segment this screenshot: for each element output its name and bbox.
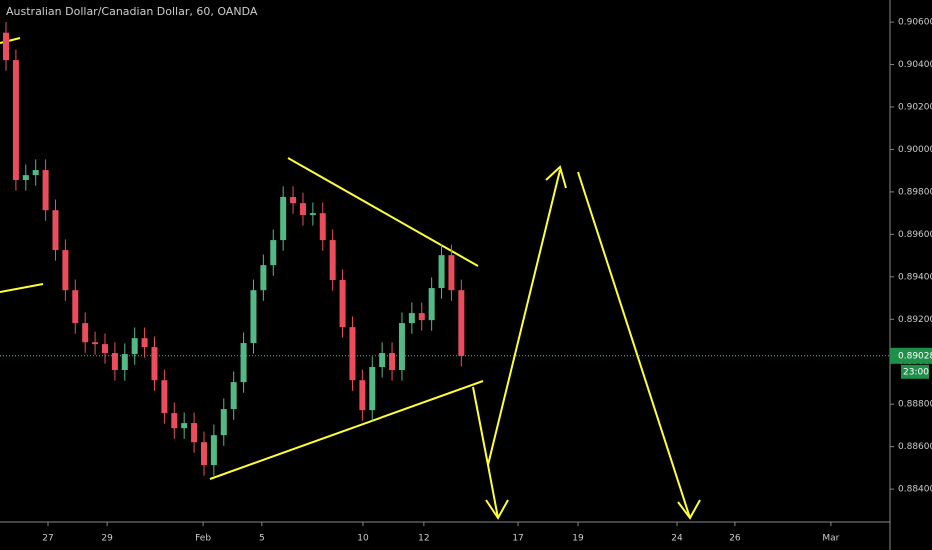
- trend-line: [209, 380, 484, 480]
- countdown-box: [901, 364, 929, 379]
- candle-body: [398, 323, 405, 371]
- candle-body: [240, 343, 247, 383]
- candle-body: [448, 255, 455, 291]
- candle-body: [339, 279, 346, 328]
- drawings: [0, 37, 701, 520]
- candle-body: [369, 367, 376, 411]
- candle-body: [72, 290, 79, 324]
- x-tick-label: 27: [42, 534, 53, 544]
- candle-body: [418, 313, 425, 321]
- candle-body: [92, 342, 99, 345]
- candle-body: [12, 60, 19, 181]
- candle-body: [210, 435, 217, 466]
- candle-body: [2, 32, 9, 61]
- candle-body: [82, 323, 89, 343]
- candle-body: [181, 423, 188, 429]
- candle-body: [52, 210, 59, 251]
- y-tick-label: 0.90600: [898, 18, 932, 28]
- candle-body: [200, 442, 207, 466]
- countdown-label: 23:00: [903, 367, 929, 377]
- arrow-head: [485, 499, 509, 520]
- candle-body: [111, 353, 118, 371]
- candle-body: [151, 347, 158, 381]
- candle-body: [319, 213, 326, 241]
- y-tick-label: 0.90400: [898, 60, 932, 70]
- candle-body: [359, 380, 366, 411]
- candle-body: [329, 240, 336, 280]
- candle-body: [42, 170, 49, 211]
- arrow-head: [677, 499, 701, 520]
- candle-body: [101, 344, 108, 354]
- candle-body: [299, 203, 306, 216]
- candle-body: [309, 213, 316, 216]
- candle-body: [260, 265, 267, 291]
- candle-body: [62, 250, 69, 291]
- y-tick-label: 0.88600: [898, 442, 932, 452]
- trend-line: [287, 157, 479, 267]
- x-tick-label: 26: [729, 534, 741, 544]
- candle-body: [408, 313, 415, 324]
- candle-body: [270, 240, 277, 266]
- candle-body: [171, 413, 178, 429]
- arrow-path: [487, 464, 499, 519]
- y-tick-label: 0.89800: [898, 187, 932, 197]
- y-tick-label: 0.88800: [898, 400, 932, 410]
- candle-body: [280, 196, 287, 241]
- candle-body: [191, 423, 198, 443]
- x-tick-label: Feb: [195, 534, 211, 544]
- trend-line: [0, 283, 44, 293]
- y-tick-label: 0.88400: [898, 485, 932, 495]
- chart-title: Australian Dollar/Canadian Dollar, 60, O…: [6, 5, 258, 18]
- candle-body: [131, 338, 138, 355]
- candle-body: [32, 170, 39, 176]
- candle-body: [141, 338, 148, 348]
- x-tick-label: 5: [259, 534, 265, 544]
- x-tick-label: 29: [101, 534, 113, 544]
- candle-body: [379, 353, 386, 368]
- candle-body: [290, 196, 297, 204]
- candle-body: [349, 327, 356, 381]
- x-tick-label: 24: [671, 534, 683, 544]
- x-tick-label: 17: [512, 534, 523, 544]
- candle-body: [22, 175, 29, 181]
- y-tick-label: 0.90200: [898, 102, 932, 112]
- last-price-box: [890, 347, 932, 364]
- y-tick-label: 0.90000: [898, 145, 932, 155]
- arrow-path: [577, 171, 691, 519]
- candle-body: [389, 353, 396, 371]
- y-tick-label: 0.89200: [898, 315, 932, 325]
- x-tick-label: 12: [418, 534, 429, 544]
- y-tick-label: 0.89400: [898, 272, 932, 282]
- last-price-label: 0.89028: [898, 351, 932, 361]
- x-tick-label: 10: [357, 534, 369, 544]
- candle-body: [220, 409, 227, 436]
- x-tick-label: Mar: [822, 534, 839, 544]
- candle-body: [438, 255, 445, 289]
- candle-body: [121, 354, 128, 371]
- arrow-head: [545, 165, 567, 189]
- candle-body: [458, 290, 465, 356]
- y-tick-label: 0.89600: [898, 230, 932, 240]
- candle-body: [250, 290, 257, 344]
- candle-body: [161, 380, 168, 414]
- x-tick-label: 19: [572, 534, 584, 544]
- candle-body: [230, 382, 237, 410]
- candle-body: [428, 288, 435, 321]
